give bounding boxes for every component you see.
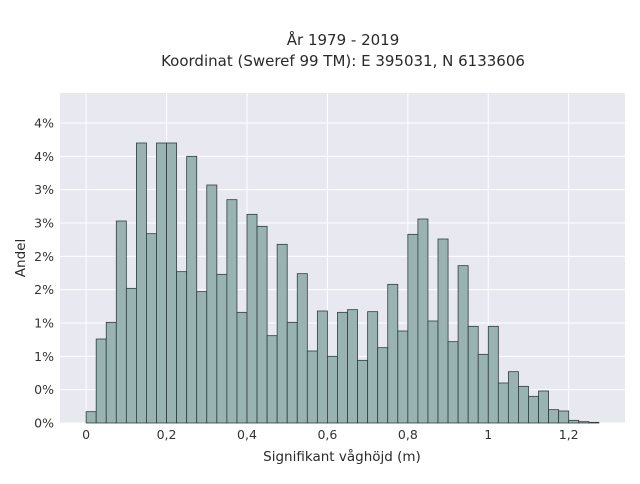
x-tick-label: 1 (484, 427, 492, 442)
histogram-bar (568, 419, 580, 424)
chart-title-line-2: Koordinat (Sweref 99 TM): E 395031, N 61… (161, 52, 525, 70)
histogram-bar (417, 218, 429, 424)
x-tick-label: 1,2 (559, 427, 579, 442)
histogram-bar (387, 283, 399, 424)
histogram-bar (357, 359, 369, 424)
histogram-bar (497, 382, 509, 424)
y-tick-label: 4% (34, 149, 54, 164)
x-tick-label: 0,4 (237, 427, 257, 442)
x-tick-labels: 0 0,2 0,4 0,6 0,8 1 1,2 (82, 427, 578, 442)
histogram-bar (306, 350, 318, 424)
histogram-bar (256, 225, 268, 424)
histogram-bar (507, 371, 519, 424)
x-axis-label: Signifikant våghöjd (m) (263, 448, 421, 465)
y-tick-label: 1% (34, 349, 54, 364)
histogram-bar (578, 421, 590, 424)
histogram-bar (136, 142, 147, 424)
histogram-bar (296, 273, 308, 424)
histogram-bar (246, 213, 258, 424)
histogram-bar (186, 155, 198, 424)
chart-title-line-1: År 1979 - 2019 (287, 30, 400, 49)
histogram-bar (467, 325, 479, 424)
histogram-bar (166, 142, 178, 424)
histogram-bar (588, 421, 600, 424)
histogram-bar (276, 243, 288, 424)
y-tick-label: 2% (34, 249, 54, 264)
histogram-bar (427, 320, 439, 424)
x-tick-label: 0,8 (398, 427, 418, 442)
histogram-bar (146, 233, 157, 424)
y-axis-label: Andel (13, 239, 29, 277)
y-tick-labels: 0% 0% 1% 1% 2% 2% 3% 3% 4% 4% (34, 116, 54, 431)
histogram-bar (407, 233, 419, 424)
histogram-bar (548, 409, 560, 424)
histogram-bar (437, 238, 449, 424)
histogram-bar (487, 325, 499, 424)
y-tick-label: 2% (34, 282, 54, 297)
histogram-bar (447, 341, 459, 424)
histogram-bar (397, 330, 409, 424)
histogram-bar (105, 321, 117, 424)
histogram-bar (236, 311, 248, 424)
y-tick-label: 1% (34, 316, 54, 331)
histogram-bar (266, 335, 278, 424)
histogram-bar (327, 355, 338, 424)
histogram-bar (367, 311, 379, 424)
histogram-bar (216, 273, 228, 424)
histogram-bar (377, 347, 389, 424)
y-tick-label: 0% (34, 382, 54, 397)
histogram-bar (196, 291, 208, 424)
histogram-bars (85, 142, 600, 424)
histogram-bar (558, 410, 570, 424)
histogram-bar (176, 271, 188, 424)
x-tick-label: 0,6 (317, 427, 337, 442)
histogram-bar (156, 142, 167, 424)
y-tick-label: 0% (34, 416, 54, 431)
y-tick-label: 4% (34, 116, 54, 131)
histogram-bar (125, 287, 137, 424)
histogram-bar (457, 265, 469, 424)
histogram-bar (95, 338, 107, 424)
histogram-bar (477, 353, 489, 424)
histogram-bar (347, 309, 358, 424)
histogram-bar (528, 395, 539, 424)
histogram-bar (316, 310, 328, 424)
histogram-bar (206, 184, 218, 424)
histogram-bar (337, 311, 348, 424)
y-tick-label: 3% (34, 216, 54, 231)
histogram-bar (85, 411, 97, 424)
histogram-bar (538, 390, 549, 424)
histogram-bar (115, 220, 127, 424)
histogram-bar (226, 199, 238, 424)
y-tick-label: 3% (34, 182, 54, 197)
x-tick-label: 0,2 (157, 427, 177, 442)
x-tick-label: 0 (82, 427, 90, 442)
histogram-bar (518, 385, 529, 424)
histogram-bar (286, 321, 298, 424)
